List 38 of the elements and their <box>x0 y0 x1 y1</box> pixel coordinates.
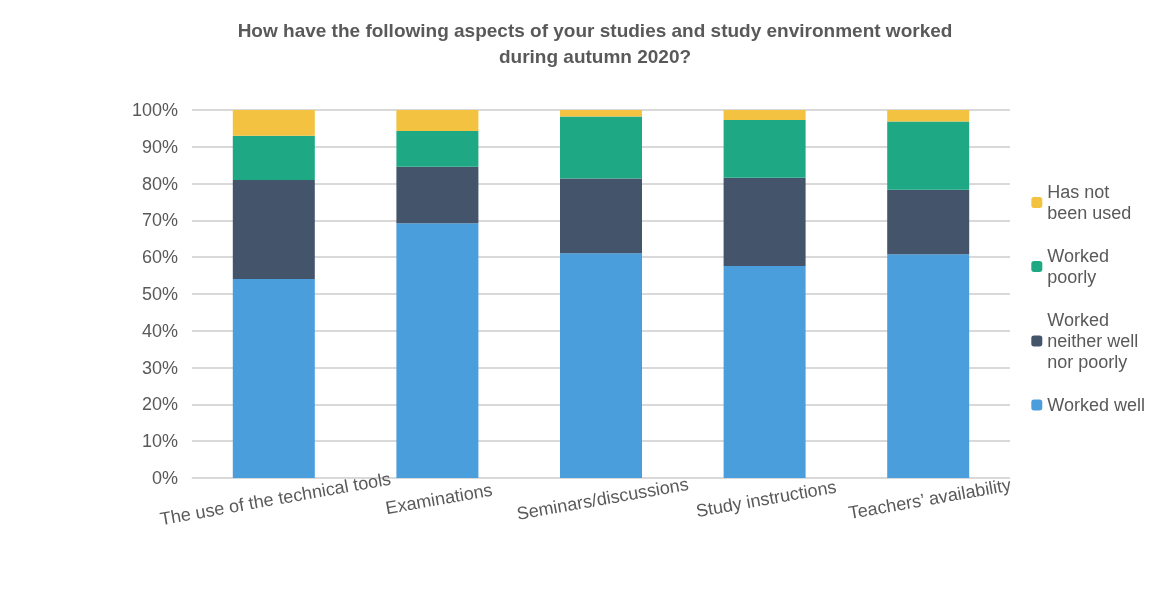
y-tick-label: 50% <box>141 284 178 304</box>
bar <box>560 178 642 254</box>
bar <box>232 278 315 478</box>
y-tick-label: 60% <box>141 247 178 268</box>
chart-title: How have the following aspects of your studies and study environment worked during autumn 2020? <box>237 19 953 67</box>
bar <box>723 177 806 267</box>
bar <box>887 189 970 255</box>
bar <box>887 121 970 190</box>
bar <box>723 119 806 178</box>
y-tick-label: 10% <box>141 431 178 452</box>
bar <box>396 223 479 478</box>
y-tick-label: 30% <box>141 357 178 378</box>
bar <box>396 110 479 131</box>
legend-label: Has not been used <box>1047 182 1132 223</box>
y-tick-label: 40% <box>141 320 178 341</box>
bar <box>723 266 806 478</box>
bar <box>887 254 970 478</box>
y-tick-label: 90% <box>141 136 178 157</box>
y-tick-label: 80% <box>141 173 178 194</box>
legend-label: Worked poorly <box>1047 246 1109 287</box>
y-tick-label: 100% <box>131 100 178 120</box>
x-tick-label: Study instructions <box>694 476 838 522</box>
bar <box>560 116 642 179</box>
bar <box>887 110 970 122</box>
bar <box>723 110 806 120</box>
bar <box>232 135 315 180</box>
y-tick-label: 70% <box>141 210 178 231</box>
bar <box>232 179 315 279</box>
bar <box>560 110 642 117</box>
legend-label: Worked neither well nor poorly <box>1047 310 1139 372</box>
legend-label: Worked well <box>1047 395 1145 415</box>
bar <box>396 130 479 167</box>
bar <box>396 166 479 224</box>
x-tick-label: Teachers’ availability <box>847 474 1013 524</box>
y-tick-label: 0% <box>151 468 178 488</box>
y-tick-label: 20% <box>141 394 178 415</box>
bar <box>560 253 642 478</box>
bar <box>232 110 315 136</box>
